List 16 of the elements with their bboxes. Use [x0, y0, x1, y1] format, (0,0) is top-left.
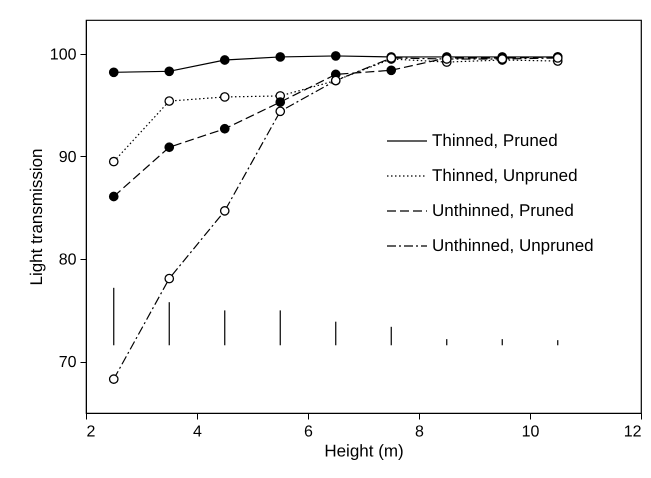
x-tick-label: 8 [415, 424, 424, 440]
x-tick-label: 12 [624, 424, 642, 440]
y-tick-label: 80 [58, 252, 77, 269]
legend-label: Thinned, Unpruned [432, 166, 578, 185]
y-tick-label: 100 [50, 46, 77, 64]
y-tick-label: 70 [58, 354, 77, 372]
x-tick-label: 10 [522, 424, 540, 440]
x-tick-label: 6 [304, 424, 314, 440]
legend-label: Unthinned, Unpruned [432, 236, 594, 255]
legend-label: Unthinned, Pruned [432, 201, 574, 220]
x-axis-title: Height (m) [324, 442, 404, 460]
y-tick-label: 90 [58, 148, 77, 166]
y-axis-title: Light transmission [26, 148, 46, 286]
x-tick-label: 2 [86, 424, 96, 440]
legend-label: Thinned, Pruned [432, 131, 558, 150]
x-tick-label: 4 [193, 424, 202, 440]
